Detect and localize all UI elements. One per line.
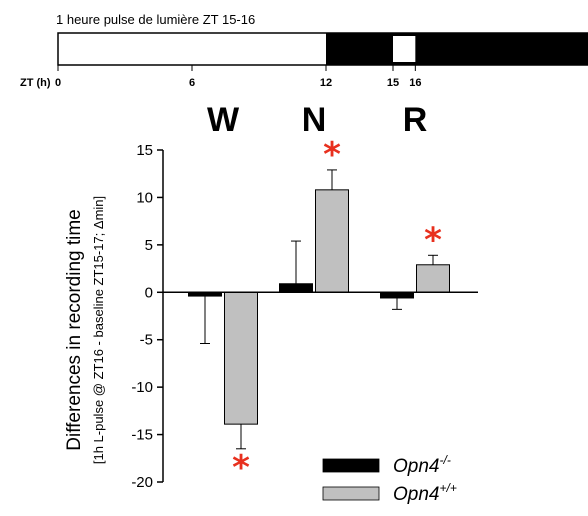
bars: * * * (189, 135, 450, 488)
timeline-tick-label: 0 (55, 77, 61, 89)
timeline-bar (58, 33, 588, 65)
bar (316, 190, 349, 292)
bar (280, 284, 313, 293)
y-tick-label: 0 (145, 284, 153, 301)
legend-swatch (323, 487, 379, 500)
significance-star: * (323, 135, 341, 175)
significance-star: * (232, 448, 250, 488)
y-tick-label: -10 (131, 379, 153, 396)
timeline-ticks: 0612151624 (55, 65, 588, 89)
y-tick-label: -15 (131, 427, 153, 444)
timeline-tick-label: 12 (320, 77, 332, 89)
bar (417, 265, 450, 293)
significance-star: * (424, 220, 442, 260)
legend-label: Opn4-/- (393, 453, 451, 477)
legend-swatch (323, 459, 379, 472)
group-label: W (207, 101, 240, 139)
bar (381, 292, 414, 298)
timeline-tick-label: 6 (189, 77, 195, 89)
y-tick-label: -5 (140, 332, 153, 349)
timeline: 1 heure pulse de lumière ZT 15-16 ZT (h)… (20, 12, 588, 89)
legend-genotype: +/+ (439, 481, 456, 495)
group-label: N (302, 101, 327, 139)
legend: Opn4-/- Opn4+/+ (323, 453, 457, 505)
y-tick-label: -20 (131, 474, 153, 491)
timeline-tick-label: 15 (387, 77, 399, 89)
legend-genotype: -/- (439, 453, 450, 467)
y-axis-title: Differences in recording time [1h L-puls… (64, 196, 106, 464)
y-axis-label: Differences in recording time (64, 209, 85, 450)
timeline-title: 1 heure pulse de lumière ZT 15-16 (56, 12, 255, 27)
y-axis: -20 -15 -10 -5 0 5 10 15 (131, 142, 163, 491)
bar (225, 292, 258, 424)
y-tick-label: 15 (136, 142, 153, 159)
timeline-tick-label: 16 (409, 77, 421, 89)
timeline-dark-phase (326, 33, 588, 65)
y-axis-sublabel: [1h L-pulse @ ZT16 - baseline ZT15-17; Δ… (91, 196, 106, 464)
timeline-axis-label: ZT (h) (20, 77, 51, 89)
y-tick-label: 10 (136, 189, 153, 206)
timeline-light-pulse (393, 36, 415, 62)
y-tick-label: 5 (145, 237, 153, 254)
legend-label: Opn4+/+ (393, 481, 457, 505)
group-label: R (403, 101, 428, 139)
